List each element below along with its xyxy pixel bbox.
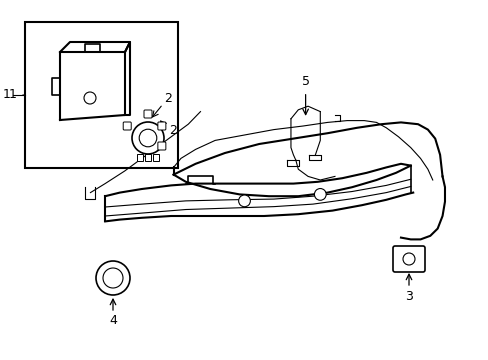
Bar — [153, 154, 159, 161]
Text: 2: 2 — [169, 123, 177, 136]
Bar — [145, 154, 151, 161]
Circle shape — [103, 268, 123, 288]
FancyBboxPatch shape — [123, 122, 131, 130]
Circle shape — [314, 189, 325, 200]
Text: 1: 1 — [3, 89, 11, 102]
Circle shape — [132, 122, 163, 154]
Circle shape — [238, 195, 250, 207]
Bar — [137, 154, 142, 161]
Text: 4: 4 — [109, 314, 117, 327]
Circle shape — [96, 261, 130, 295]
FancyBboxPatch shape — [158, 142, 165, 150]
Bar — [25, 22, 178, 168]
Circle shape — [84, 92, 96, 104]
Text: 1: 1 — [9, 89, 17, 102]
Circle shape — [139, 129, 157, 147]
FancyBboxPatch shape — [143, 110, 152, 118]
Text: 2: 2 — [164, 91, 172, 104]
Text: 3: 3 — [404, 289, 412, 302]
FancyBboxPatch shape — [158, 122, 165, 130]
FancyBboxPatch shape — [392, 246, 424, 272]
Circle shape — [402, 253, 414, 265]
Text: 5: 5 — [301, 75, 309, 88]
